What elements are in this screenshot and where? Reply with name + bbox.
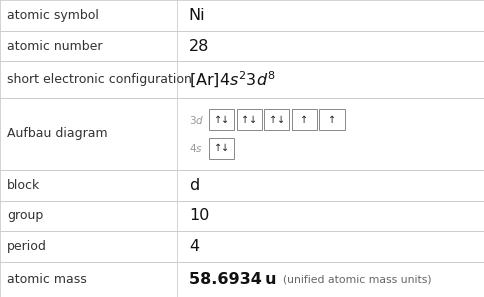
Text: ↓: ↓ (249, 115, 257, 125)
Text: ↑: ↑ (214, 115, 222, 125)
Bar (209, 109, 234, 130)
Text: ↓: ↓ (221, 143, 229, 153)
Bar (0, 0, 484, 31)
Text: group: group (7, 209, 44, 222)
Bar (209, 138, 234, 159)
Bar (0, 231, 484, 262)
Text: $[\mathrm{Ar}]4s^{2}3d^{8}$: $[\mathrm{Ar}]4s^{2}3d^{8}$ (189, 70, 275, 90)
Text: ↑: ↑ (328, 115, 336, 125)
Text: 4: 4 (189, 239, 199, 254)
Text: atomic mass: atomic mass (7, 273, 87, 286)
Bar (0, 200, 484, 231)
Text: ↑: ↑ (301, 115, 308, 125)
Text: atomic number: atomic number (7, 40, 103, 53)
Text: Ni: Ni (189, 8, 205, 23)
Text: ↑: ↑ (242, 115, 250, 125)
Bar (0, 98, 484, 170)
Text: block: block (7, 179, 41, 192)
Text: short electronic configuration: short electronic configuration (7, 73, 192, 86)
Text: $3d$: $3d$ (189, 114, 204, 126)
Bar (292, 109, 317, 130)
Text: ↑: ↑ (214, 143, 222, 153)
Text: ↓: ↓ (276, 115, 285, 125)
Bar (0, 262, 484, 297)
Bar (237, 109, 262, 130)
Bar (0, 31, 484, 61)
Text: period: period (7, 240, 47, 253)
Bar (0, 61, 484, 98)
Text: ↓: ↓ (221, 115, 229, 125)
Text: Aufbau diagram: Aufbau diagram (7, 127, 108, 140)
Bar (0, 170, 484, 200)
Text: 58.6934 u: 58.6934 u (189, 272, 276, 287)
Bar (264, 109, 289, 130)
Bar (319, 109, 345, 130)
Text: d: d (189, 178, 199, 193)
Text: 10: 10 (189, 208, 209, 223)
Text: ↑: ↑ (269, 115, 277, 125)
Text: (unified atomic mass units): (unified atomic mass units) (283, 274, 432, 285)
Text: 28: 28 (189, 39, 209, 54)
Text: $4s$: $4s$ (189, 142, 202, 154)
Text: atomic symbol: atomic symbol (7, 9, 99, 22)
